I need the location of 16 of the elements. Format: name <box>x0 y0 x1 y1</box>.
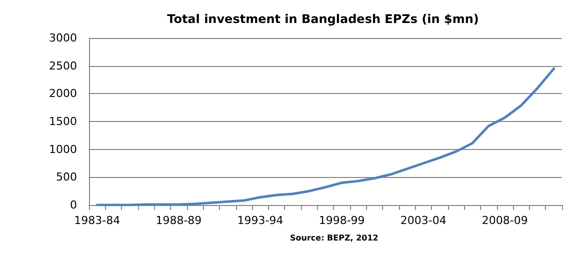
line-series <box>96 67 556 206</box>
x-tick-label: 1988-89 <box>156 214 202 227</box>
y-tick-label: 500 <box>56 170 77 184</box>
chart-title: Total investment in Bangladesh EPZs (in $mn) <box>167 12 479 26</box>
y-tick-label: 1500 <box>49 115 77 128</box>
y-tick-label: 3000 <box>49 32 77 44</box>
x-tick-label: 2008-09 <box>482 214 528 227</box>
source-note: Source: BEPZ, 2012 <box>290 234 378 242</box>
y-tick-label: 0 <box>70 198 77 212</box>
y-tick-label: 2500 <box>49 59 77 72</box>
y-tick-label: 2000 <box>49 87 77 100</box>
y-tick-label: 1000 <box>49 142 77 156</box>
x-tick-label: 2003-04 <box>400 214 446 227</box>
x-tick-label: 1983-84 <box>74 214 120 227</box>
x-tick-label: 1993-94 <box>237 214 284 227</box>
x-tick-label: 1998-99 <box>318 214 365 227</box>
